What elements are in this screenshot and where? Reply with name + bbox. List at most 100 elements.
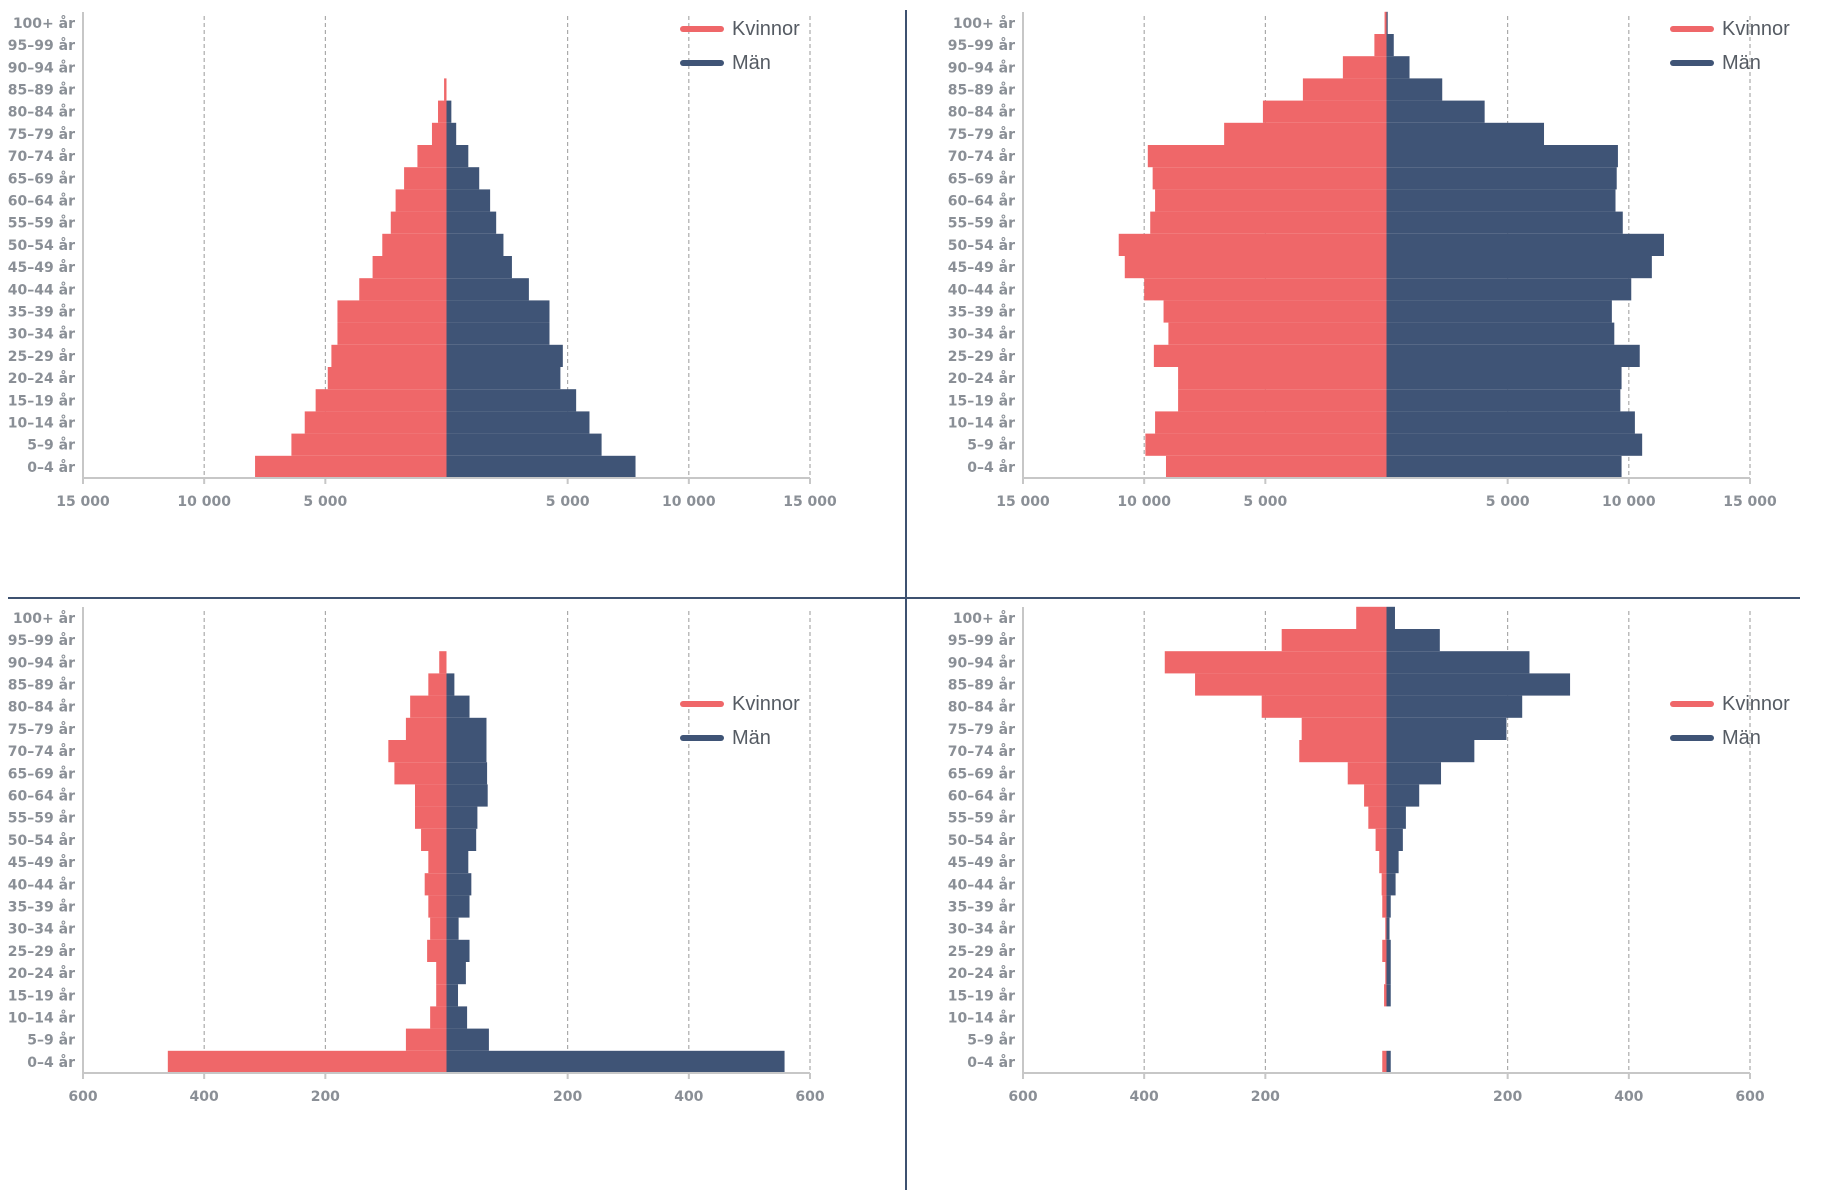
bar-man bbox=[446, 828, 477, 851]
bar-man bbox=[446, 256, 512, 279]
age-label: 55–59 år bbox=[948, 215, 1015, 232]
bar-kvinnor bbox=[1281, 629, 1387, 652]
bar-man bbox=[446, 389, 577, 412]
age-label: 75–79 år bbox=[948, 721, 1015, 738]
pyramid-chart-top-right: 0–4 år 5–9 år 10–14 år 15–19 år 20–24 år 25–2… bbox=[948, 11, 1777, 510]
bar-kvinnor bbox=[1178, 367, 1387, 390]
bar-man bbox=[1386, 78, 1443, 101]
bar-man bbox=[1386, 233, 1664, 256]
age-label: 25–29 år bbox=[948, 943, 1015, 960]
bar-man bbox=[1386, 917, 1390, 940]
legend-item-man: Män bbox=[1670, 727, 1790, 749]
age-label: 90–94 år bbox=[8, 59, 75, 76]
age-label: 10–14 år bbox=[948, 415, 1015, 432]
age-label: 5–9 år bbox=[27, 1032, 75, 1049]
bar-man bbox=[1386, 256, 1652, 279]
legend-label-man: Män bbox=[1722, 726, 1761, 749]
bar-man bbox=[1386, 1050, 1391, 1073]
age-label: 15–19 år bbox=[948, 987, 1015, 1004]
legend: Kvinnor Män bbox=[680, 18, 800, 74]
bar-man bbox=[1386, 100, 1485, 123]
age-label: 40–44 år bbox=[8, 876, 75, 893]
legend-label-man: Män bbox=[732, 726, 771, 749]
age-label: 55–59 år bbox=[948, 810, 1015, 827]
age-label: 60–64 år bbox=[8, 788, 75, 805]
bar-kvinnor bbox=[405, 717, 447, 740]
bar-kvinnor bbox=[382, 233, 447, 256]
age-label: 100+ år bbox=[13, 610, 75, 627]
x-tick-label: 10 000 bbox=[662, 494, 716, 510]
age-label: 20–24 år bbox=[948, 965, 1015, 982]
age-label: 95–99 år bbox=[8, 632, 75, 649]
bar-kvinnor bbox=[1153, 344, 1387, 367]
bar-man bbox=[1386, 962, 1391, 985]
age-label: 60–64 år bbox=[948, 788, 1015, 805]
bar-man bbox=[446, 806, 478, 829]
age-label: 5–9 år bbox=[967, 437, 1015, 454]
x-tick-label: 200 bbox=[553, 1089, 582, 1105]
bar-man bbox=[446, 962, 466, 985]
age-label: 30–34 år bbox=[948, 921, 1015, 938]
age-label: 65–69 år bbox=[948, 170, 1015, 187]
age-label: 0–4 år bbox=[27, 1054, 75, 1071]
bar-man bbox=[446, 784, 488, 807]
bar-man bbox=[1386, 300, 1612, 323]
bar-kvinnor bbox=[1224, 122, 1387, 145]
age-label: 85–89 år bbox=[948, 82, 1015, 99]
bar-kvinnor bbox=[1195, 673, 1387, 696]
age-label: 50–54 år bbox=[8, 237, 75, 254]
x-tick-label: 15 000 bbox=[56, 494, 110, 510]
bar-man bbox=[446, 895, 470, 918]
bar-man bbox=[446, 433, 602, 456]
age-label: 100+ år bbox=[953, 610, 1015, 627]
bar-man bbox=[1386, 389, 1621, 412]
x-tick-label: 5 000 bbox=[1486, 494, 1530, 510]
bar-man bbox=[446, 122, 457, 145]
age-label: 80–84 år bbox=[8, 699, 75, 716]
bar-kvinnor bbox=[1163, 300, 1387, 323]
age-label: 10–14 år bbox=[948, 1010, 1015, 1027]
bar-kvinnor bbox=[1347, 762, 1387, 785]
age-label: 85–89 år bbox=[948, 677, 1015, 694]
age-label: 25–29 år bbox=[8, 348, 75, 365]
age-label: 40–44 år bbox=[948, 876, 1015, 893]
bar-kvinnor bbox=[430, 1006, 447, 1029]
bar-man bbox=[446, 873, 472, 896]
legend-swatch-kvinnor bbox=[680, 701, 724, 707]
bar-kvinnor bbox=[404, 167, 447, 190]
bar-kvinnor bbox=[1299, 740, 1387, 763]
legend-item-kvinnor: Kvinnor bbox=[680, 693, 800, 715]
bar-kvinnor bbox=[1342, 56, 1387, 79]
legend: Kvinnor Män bbox=[1670, 18, 1790, 74]
x-tick-label: 10 000 bbox=[1602, 494, 1656, 510]
x-tick-label: 600 bbox=[1735, 1089, 1764, 1105]
bar-kvinnor bbox=[327, 367, 447, 390]
bar-kvinnor bbox=[1147, 145, 1387, 168]
bar-kvinnor bbox=[1382, 895, 1387, 918]
bar-kvinnor bbox=[444, 78, 447, 101]
bar-man bbox=[1386, 56, 1410, 79]
bar-kvinnor bbox=[1178, 389, 1387, 412]
age-label: 65–69 år bbox=[8, 170, 75, 187]
bar-kvinnor bbox=[428, 851, 447, 874]
age-label: 65–69 år bbox=[948, 765, 1015, 782]
bar-kvinnor bbox=[1152, 167, 1387, 190]
legend-swatch-man bbox=[1670, 60, 1714, 66]
bar-kvinnor bbox=[167, 1050, 447, 1073]
bar-man bbox=[446, 322, 550, 345]
bar-man bbox=[1386, 122, 1545, 145]
bar-kvinnor bbox=[1164, 651, 1387, 674]
bar-kvinnor bbox=[1118, 233, 1387, 256]
age-label: 95–99 år bbox=[8, 37, 75, 54]
bar-man bbox=[1386, 145, 1618, 168]
bar-man bbox=[446, 939, 470, 962]
bar-kvinnor bbox=[1165, 455, 1387, 478]
bar-kvinnor bbox=[394, 762, 447, 785]
age-label: 70–74 år bbox=[8, 743, 75, 760]
x-tick-label: 5 000 bbox=[1243, 494, 1287, 510]
bar-man bbox=[446, 984, 459, 1007]
bar-man bbox=[1386, 673, 1571, 696]
bar-man bbox=[446, 300, 550, 323]
bar-kvinnor bbox=[331, 344, 447, 367]
vertical-divider bbox=[905, 10, 907, 1190]
